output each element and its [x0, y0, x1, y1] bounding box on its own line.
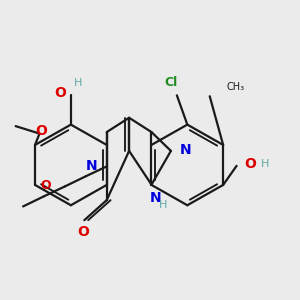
- Text: O: O: [35, 124, 47, 138]
- Text: N: N: [86, 158, 98, 172]
- Text: Cl: Cl: [164, 76, 178, 89]
- Text: H: H: [74, 78, 82, 88]
- Text: O: O: [55, 86, 66, 100]
- Text: H: H: [159, 200, 167, 210]
- Text: N: N: [150, 190, 162, 205]
- Text: O: O: [244, 157, 256, 171]
- Text: O: O: [40, 179, 51, 192]
- Text: N: N: [180, 143, 191, 157]
- Text: CH₃: CH₃: [226, 82, 244, 92]
- Text: O: O: [77, 225, 89, 239]
- Text: H: H: [260, 159, 269, 169]
